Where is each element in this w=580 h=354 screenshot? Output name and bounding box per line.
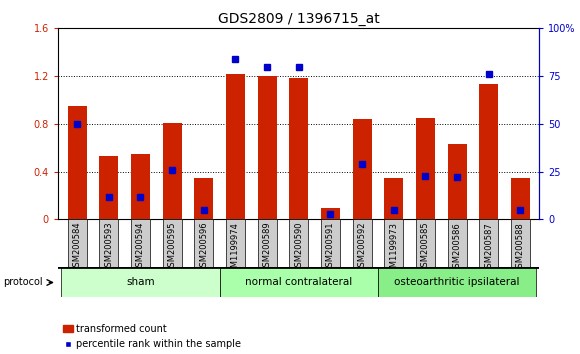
Text: protocol: protocol bbox=[3, 278, 42, 287]
Text: GSM200593: GSM200593 bbox=[104, 222, 113, 273]
Text: GSM200586: GSM200586 bbox=[452, 222, 462, 273]
Text: GSM200585: GSM200585 bbox=[421, 222, 430, 273]
Bar bbox=[99, 156, 118, 219]
Text: GSM1199974: GSM1199974 bbox=[231, 222, 240, 278]
FancyBboxPatch shape bbox=[479, 219, 498, 267]
Bar bbox=[162, 123, 182, 219]
Text: GSM200596: GSM200596 bbox=[199, 222, 208, 273]
Text: GSM200589: GSM200589 bbox=[263, 222, 271, 273]
Bar bbox=[289, 79, 308, 219]
FancyBboxPatch shape bbox=[99, 219, 118, 267]
FancyBboxPatch shape bbox=[384, 219, 403, 267]
Text: GSM200588: GSM200588 bbox=[516, 222, 525, 273]
Text: GSM200590: GSM200590 bbox=[294, 222, 303, 272]
FancyBboxPatch shape bbox=[416, 219, 435, 267]
FancyBboxPatch shape bbox=[378, 267, 536, 297]
FancyBboxPatch shape bbox=[258, 219, 277, 267]
Text: sham: sham bbox=[126, 277, 155, 287]
Bar bbox=[479, 85, 498, 219]
Legend: transformed count, percentile rank within the sample: transformed count, percentile rank withi… bbox=[63, 324, 241, 349]
Text: normal contralateral: normal contralateral bbox=[245, 277, 352, 287]
Text: GSM200584: GSM200584 bbox=[72, 222, 82, 273]
FancyBboxPatch shape bbox=[511, 219, 530, 267]
FancyBboxPatch shape bbox=[131, 219, 150, 267]
FancyBboxPatch shape bbox=[321, 219, 340, 267]
FancyBboxPatch shape bbox=[67, 219, 86, 267]
Bar bbox=[384, 178, 403, 219]
Bar bbox=[67, 106, 86, 219]
Bar bbox=[321, 207, 340, 219]
Bar bbox=[416, 118, 435, 219]
FancyBboxPatch shape bbox=[226, 219, 245, 267]
Text: GSM200587: GSM200587 bbox=[484, 222, 493, 273]
Text: osteoarthritic ipsilateral: osteoarthritic ipsilateral bbox=[394, 277, 520, 287]
Text: GSM200592: GSM200592 bbox=[357, 222, 367, 272]
FancyBboxPatch shape bbox=[448, 219, 466, 267]
Bar bbox=[258, 76, 277, 219]
Text: GSM200595: GSM200595 bbox=[168, 222, 176, 272]
Text: GSM1199973: GSM1199973 bbox=[389, 222, 398, 278]
Bar bbox=[511, 178, 530, 219]
Bar bbox=[226, 74, 245, 219]
Text: GSM200594: GSM200594 bbox=[136, 222, 145, 272]
Title: GDS2809 / 1396715_at: GDS2809 / 1396715_at bbox=[218, 12, 379, 26]
Text: GSM200591: GSM200591 bbox=[326, 222, 335, 272]
FancyBboxPatch shape bbox=[353, 219, 372, 267]
FancyBboxPatch shape bbox=[194, 219, 213, 267]
FancyBboxPatch shape bbox=[289, 219, 308, 267]
FancyBboxPatch shape bbox=[219, 267, 378, 297]
FancyBboxPatch shape bbox=[61, 267, 219, 297]
Bar bbox=[131, 154, 150, 219]
FancyBboxPatch shape bbox=[162, 219, 182, 267]
Bar bbox=[353, 119, 372, 219]
Bar bbox=[194, 178, 213, 219]
Bar bbox=[448, 144, 466, 219]
